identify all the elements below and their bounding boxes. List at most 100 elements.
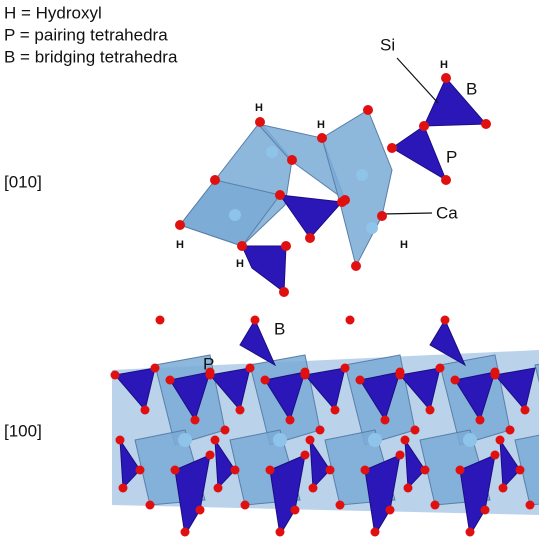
atom bbox=[281, 241, 291, 251]
view-label: [010] bbox=[4, 172, 42, 191]
atom bbox=[387, 143, 397, 153]
tetrahedron bbox=[391, 125, 448, 182]
atom bbox=[300, 370, 310, 380]
atom bbox=[515, 465, 525, 475]
side-structure bbox=[110, 315, 539, 537]
atom bbox=[300, 450, 310, 460]
atom bbox=[385, 505, 395, 515]
atom bbox=[335, 500, 345, 510]
hydroxyl-label: H bbox=[440, 59, 448, 71]
callout-line bbox=[396, 57, 439, 104]
tetrahedron bbox=[494, 367, 536, 412]
legend: H = Hydroxyl P = pairing tetrahedra B = … bbox=[4, 3, 178, 66]
atom bbox=[155, 315, 165, 325]
atom bbox=[475, 415, 485, 425]
atom bbox=[425, 405, 435, 415]
hydroxyl-label: H bbox=[236, 258, 244, 270]
atom bbox=[140, 405, 150, 415]
atom bbox=[495, 435, 505, 445]
atom bbox=[150, 363, 160, 373]
atom bbox=[420, 465, 430, 475]
ca-atom bbox=[266, 146, 278, 158]
atom bbox=[481, 119, 491, 129]
callout: B bbox=[274, 319, 285, 338]
tetrahedron bbox=[399, 367, 441, 412]
atom bbox=[498, 483, 508, 493]
atom bbox=[340, 195, 350, 205]
atom bbox=[305, 233, 315, 243]
ca-atom bbox=[229, 209, 241, 221]
atom bbox=[245, 363, 255, 373]
atom bbox=[490, 370, 500, 380]
atom bbox=[287, 155, 297, 165]
atom bbox=[260, 375, 270, 385]
atom bbox=[165, 375, 175, 385]
atom bbox=[395, 370, 405, 380]
atom bbox=[275, 190, 285, 200]
atom bbox=[330, 405, 340, 415]
view-label: [100] bbox=[4, 421, 42, 440]
atom bbox=[400, 435, 410, 445]
callout: P bbox=[203, 354, 214, 373]
atom bbox=[355, 375, 365, 385]
callout: Si bbox=[380, 35, 395, 54]
atom bbox=[275, 527, 285, 537]
atom bbox=[360, 465, 370, 475]
tetrahedron bbox=[278, 194, 344, 239]
tetrahedron bbox=[304, 367, 346, 412]
atom bbox=[115, 435, 125, 445]
atom bbox=[213, 483, 223, 493]
atom bbox=[450, 375, 460, 385]
atom bbox=[265, 465, 275, 475]
atom bbox=[325, 465, 335, 475]
atom bbox=[237, 241, 247, 251]
tetrahedron bbox=[423, 77, 488, 127]
tetrahedron bbox=[209, 367, 251, 412]
atom bbox=[180, 527, 190, 537]
atom bbox=[210, 435, 220, 445]
atom bbox=[175, 220, 185, 230]
atom bbox=[235, 405, 245, 415]
atom bbox=[118, 483, 128, 493]
ca-atom bbox=[366, 222, 378, 234]
atom bbox=[395, 450, 405, 460]
callout: P bbox=[446, 147, 457, 166]
atom bbox=[455, 465, 465, 475]
tetrahedron bbox=[119, 438, 141, 490]
ca-atom bbox=[178, 433, 192, 447]
atom bbox=[363, 105, 373, 115]
atom bbox=[170, 465, 180, 475]
atom bbox=[290, 505, 300, 515]
tetrahedron bbox=[241, 245, 287, 293]
tetrahedron bbox=[169, 371, 211, 422]
octahedron bbox=[514, 434, 539, 506]
ca-atom bbox=[463, 433, 477, 447]
atom bbox=[480, 505, 490, 515]
hydroxyl-label: H bbox=[176, 239, 184, 251]
callout-line bbox=[381, 212, 433, 215]
atom bbox=[145, 500, 155, 510]
atom bbox=[505, 425, 515, 435]
atom bbox=[490, 450, 500, 460]
hydroxyl-label: H bbox=[255, 102, 263, 114]
tetrahedron bbox=[114, 367, 156, 412]
tetrahedron bbox=[404, 438, 426, 490]
atom bbox=[317, 133, 327, 143]
atom bbox=[250, 315, 260, 325]
atom bbox=[520, 405, 530, 415]
atom bbox=[279, 287, 289, 297]
atom bbox=[377, 211, 387, 221]
callout: Ca bbox=[436, 203, 458, 222]
atom bbox=[441, 175, 451, 185]
octahedron bbox=[534, 363, 539, 384]
ca-atom bbox=[356, 169, 368, 181]
atom bbox=[525, 500, 535, 510]
atom bbox=[205, 450, 215, 460]
atom bbox=[340, 363, 350, 373]
atom bbox=[230, 465, 240, 475]
legend-entry: P = pairing tetrahedra bbox=[4, 25, 168, 44]
ca-atom bbox=[368, 433, 382, 447]
atom bbox=[305, 435, 315, 445]
tetrahedron bbox=[264, 371, 306, 422]
